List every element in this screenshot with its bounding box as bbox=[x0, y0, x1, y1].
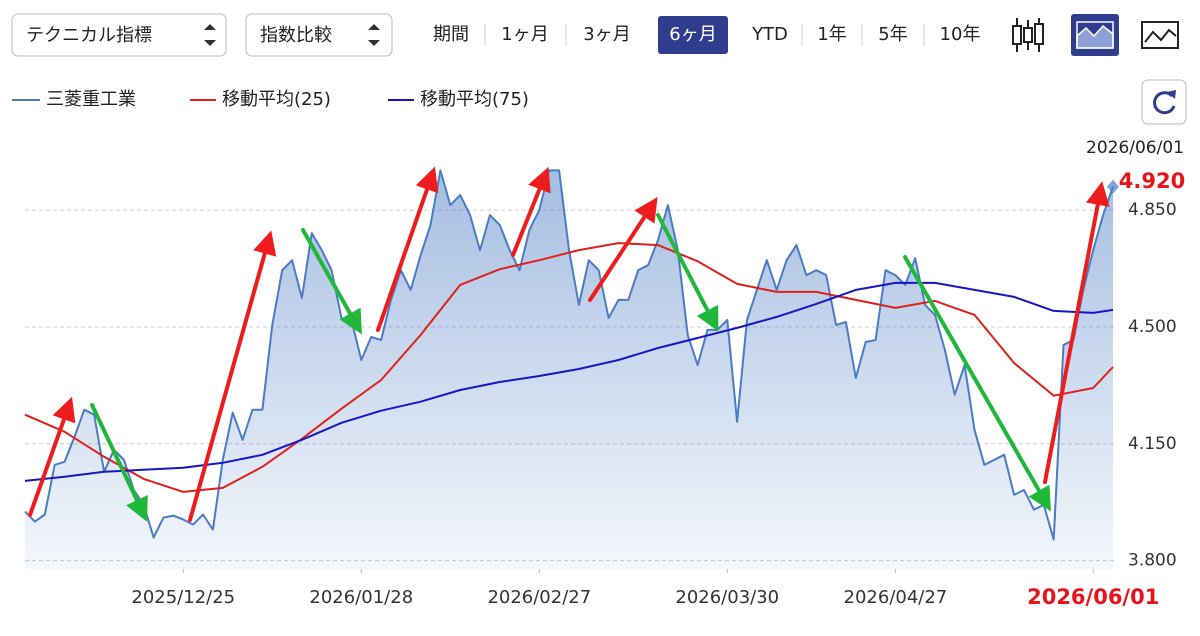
y-tick-label: 4.150 bbox=[1128, 434, 1177, 454]
period-buttons: 1ヶ月 3ヶ月 6ヶ月 YTD 1年 5年 10年 bbox=[484, 24, 981, 46]
x-tick-label: 2026/01/28 bbox=[309, 587, 413, 608]
period-button[interactable]: 1年 bbox=[817, 24, 846, 45]
y-tick-label: 4.500 bbox=[1128, 317, 1177, 337]
legend-label: 移動平均(75) bbox=[420, 89, 529, 110]
period-button-selected[interactable]: 6ヶ月 bbox=[669, 24, 716, 45]
x-tick-label: 2026/03/30 bbox=[675, 587, 779, 608]
up-arrow bbox=[376, 166, 439, 332]
period-button[interactable]: 5年 bbox=[878, 24, 907, 45]
indicator-dropdown[interactable]: テクニカル指標 bbox=[11, 13, 227, 57]
period-button[interactable]: 1ヶ月 bbox=[501, 24, 548, 45]
annotation-arrows bbox=[28, 166, 1110, 522]
candlestick-icon[interactable] bbox=[1012, 18, 1044, 52]
selected-period-bg bbox=[658, 16, 728, 54]
compare-dropdown[interactable]: 指数比較 bbox=[245, 13, 393, 57]
dropdown-label[interactable]: テクニカル指標 bbox=[26, 25, 152, 46]
up-arrow bbox=[1043, 181, 1110, 484]
dropdown-box[interactable] bbox=[11, 13, 227, 57]
legend-label: 三菱重工業 bbox=[46, 89, 136, 110]
down-arrow bbox=[301, 228, 362, 335]
x-tick-label: 2026/06/01 bbox=[1027, 585, 1159, 609]
legend-label: 移動平均(25) bbox=[222, 89, 331, 110]
current-marker bbox=[1107, 179, 1119, 194]
area-icon-selected[interactable] bbox=[1071, 14, 1119, 56]
line-icon[interactable] bbox=[1141, 21, 1179, 49]
period-button[interactable]: 10年 bbox=[940, 24, 981, 45]
legend: 三菱重工業 移動平均(25) 移動平均(75) bbox=[12, 89, 529, 110]
series-line bbox=[24, 281, 1114, 482]
down-arrow bbox=[903, 255, 1051, 512]
area bbox=[25, 170, 1113, 569]
current-date: 2026/06/01 bbox=[1086, 138, 1184, 158]
dropdown-arrows bbox=[368, 24, 380, 46]
up-arrow bbox=[28, 396, 76, 517]
dropdown-label[interactable]: 指数比較 bbox=[260, 25, 332, 46]
dropdown-box[interactable] bbox=[245, 13, 393, 57]
refresh-button[interactable] bbox=[1141, 79, 1187, 125]
up-arrow bbox=[188, 230, 277, 522]
up-arrow bbox=[588, 196, 658, 302]
y-tick-label: 4.850 bbox=[1128, 200, 1177, 220]
down-arrow bbox=[90, 403, 148, 522]
x-tick-label: 2026/04/27 bbox=[844, 587, 948, 608]
period-button[interactable]: YTD bbox=[751, 24, 788, 45]
period-button[interactable]: 3ヶ月 bbox=[583, 24, 630, 45]
y-tick-label: 3.800 bbox=[1128, 551, 1177, 571]
series-line bbox=[24, 169, 1114, 541]
dropdown-arrows bbox=[204, 24, 216, 46]
down-arrow bbox=[656, 213, 719, 332]
x-tick-label: 2025/12/25 bbox=[131, 587, 235, 608]
current-price: 4.920 bbox=[1119, 169, 1185, 193]
plot-area: 3.800 4.150 4.500 4.850 2025/12/25 2026/01/28… bbox=[24, 169, 1177, 609]
period-label: 期間 bbox=[433, 24, 469, 45]
series-line bbox=[24, 242, 1114, 493]
up-arrow bbox=[511, 166, 551, 257]
x-tick-label: 2026/02/27 bbox=[487, 587, 591, 608]
